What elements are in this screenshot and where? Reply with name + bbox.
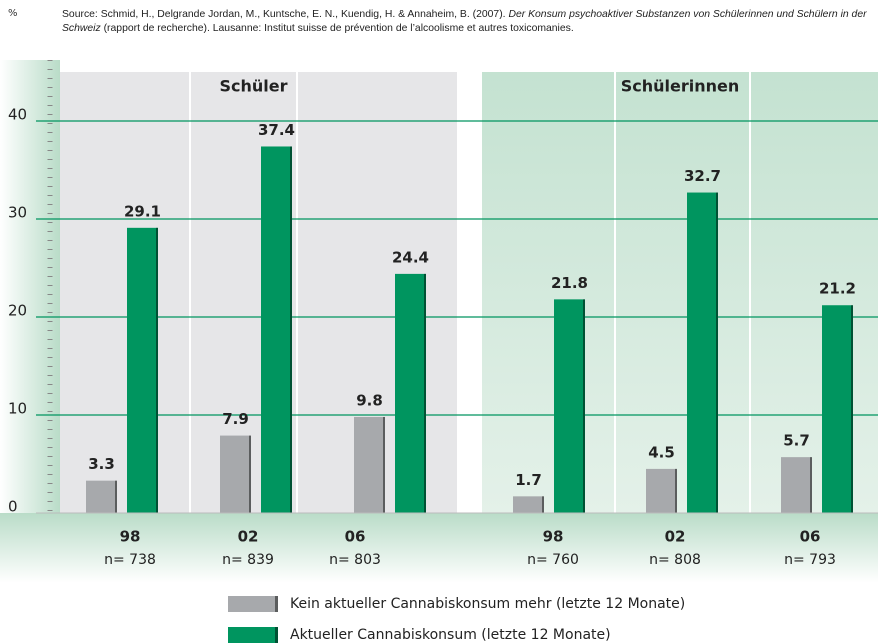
value-label: 32.7	[684, 167, 721, 185]
bar	[395, 273, 426, 513]
n-label: n= 793	[784, 552, 836, 568]
value-label: 4.5	[648, 443, 675, 461]
bar	[554, 299, 585, 513]
value-label: 29.1	[124, 202, 161, 220]
y-tick-label: 30	[8, 204, 27, 222]
y-tick-label: 10	[8, 400, 27, 418]
value-label: 1.7	[515, 471, 542, 489]
group-label: Schülerinnen	[621, 77, 740, 96]
source: Source: Schmid, H., Delgrande Jordan, M.…	[62, 8, 874, 36]
source-text: Source: Schmid, H., Delgrande Jordan, M.…	[62, 9, 509, 20]
source-text: (rapport de recherche). Lausanne: Instit…	[100, 23, 574, 34]
x-tick-label: 06	[345, 528, 366, 546]
bar-shadow	[810, 457, 812, 513]
bar-shadow	[851, 305, 853, 513]
bar-shadow	[156, 227, 158, 513]
value-label: 9.8	[356, 391, 383, 409]
group-label: Schüler	[219, 77, 287, 96]
n-label: n= 760	[527, 552, 579, 568]
value-label: 3.3	[88, 455, 115, 473]
bar	[220, 435, 251, 513]
legend-label: Kein aktueller Cannabiskonsum mehr (letz…	[290, 596, 685, 612]
axis-band	[0, 513, 878, 583]
bar	[687, 192, 718, 514]
x-tick-label: 06	[800, 528, 821, 546]
n-label: n= 803	[329, 552, 381, 568]
bar-shadow	[716, 192, 718, 514]
n-label: n= 839	[222, 552, 274, 568]
y-unit: %	[8, 8, 18, 19]
legend-swatch	[228, 627, 278, 643]
bar	[127, 227, 158, 513]
value-label: 24.4	[392, 248, 429, 266]
x-tick-label: 98	[120, 528, 141, 546]
bar-shadow	[115, 480, 117, 513]
axis-band	[0, 60, 60, 540]
bar-shadow	[290, 146, 292, 514]
bar-shadow	[675, 468, 677, 513]
x-tick-label: 02	[238, 528, 259, 546]
bar	[781, 457, 812, 513]
value-label: 5.7	[783, 432, 810, 450]
bar-shadow	[383, 416, 385, 513]
bar	[822, 305, 853, 513]
bar-shadow	[249, 435, 251, 513]
value-label: 21.8	[551, 274, 588, 292]
y-tick-label: 0	[8, 498, 18, 516]
y-tick-label: 40	[8, 106, 27, 124]
legend-swatch-shadow	[275, 627, 278, 643]
legend-label: Aktueller Cannabiskonsum (letzte 12 Mona…	[290, 627, 611, 643]
x-tick-label: 02	[665, 528, 686, 546]
source-title: Der Konsum psychoaktiver Substanzen von …	[62, 9, 867, 34]
value-label: 7.9	[222, 410, 249, 428]
bar	[354, 416, 385, 513]
bar	[261, 146, 292, 514]
bar	[513, 496, 544, 513]
value-label: 21.2	[819, 280, 856, 298]
group-background	[482, 72, 878, 513]
n-label: n= 738	[104, 552, 156, 568]
legend-swatch-shadow	[275, 596, 278, 612]
x-tick-label: 98	[543, 528, 564, 546]
legend-swatch	[228, 596, 278, 612]
bar	[646, 468, 677, 513]
bar-shadow	[583, 299, 585, 513]
y-tick-label: 20	[8, 302, 27, 320]
group-background	[60, 72, 457, 513]
n-label: n= 808	[649, 552, 701, 568]
bar	[86, 480, 117, 513]
bar-shadow	[424, 273, 426, 513]
bar-shadow	[542, 496, 544, 513]
value-label: 37.4	[258, 121, 295, 139]
